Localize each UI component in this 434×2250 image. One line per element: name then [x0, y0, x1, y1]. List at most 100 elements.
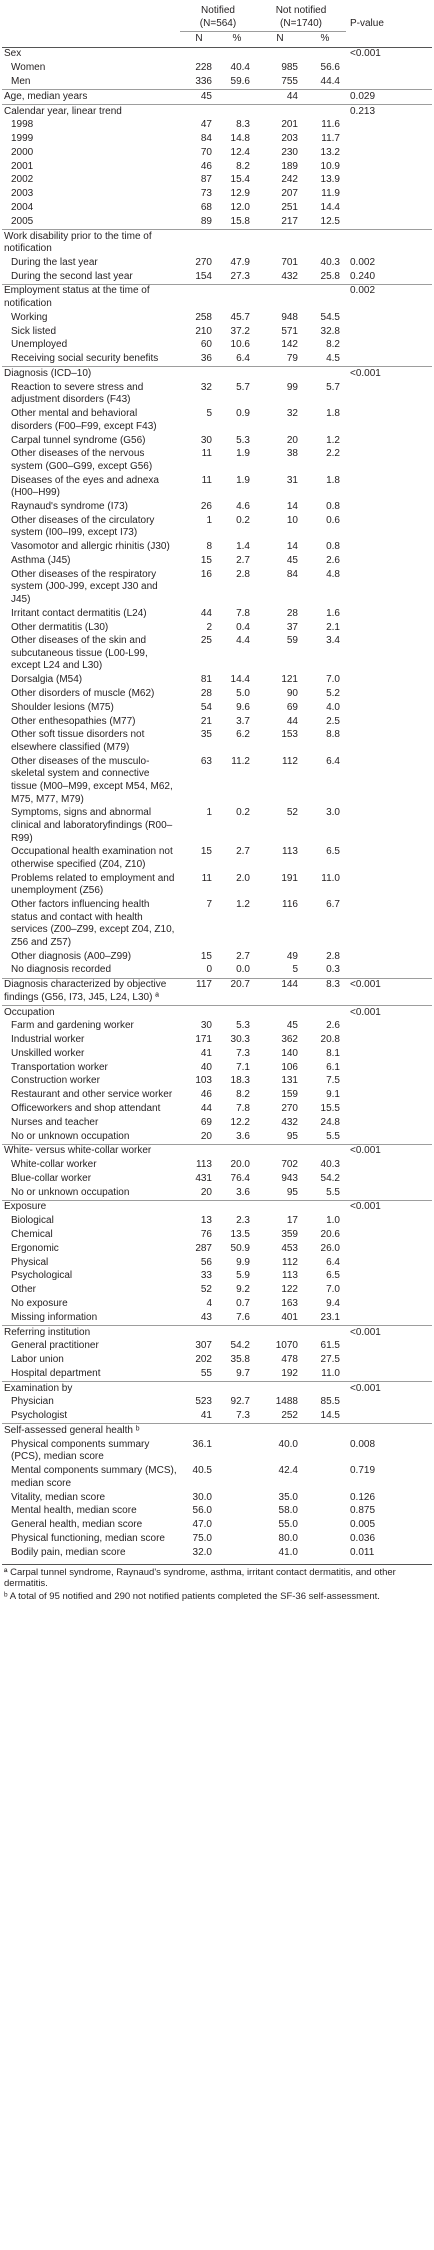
p-value: [346, 1215, 432, 1229]
pct-not-notified: 14.4: [320, 201, 340, 213]
row-label: Industrial worker: [11, 1034, 85, 1046]
row-label: No or unknown occupation: [11, 1186, 130, 1198]
p-value: [346, 1089, 432, 1103]
n-notified: 45: [180, 89, 218, 105]
row-label: Asthma (J45): [11, 554, 71, 566]
pct-notified: 2.0: [236, 872, 250, 884]
row-label: Other disorders of muscle (M62): [11, 688, 155, 700]
footnotes: ª Carpal tunnel syndrome, Raynaud's synd…: [2, 1563, 432, 1603]
pct-not-notified: 9.4: [326, 1297, 340, 1309]
item-row: During the second last year 154 27.3 432 25.…: [2, 270, 432, 284]
n-notified: 68: [200, 201, 212, 213]
item-row: Other disorders of muscle (M62) 28 5.0 90 5.…: [2, 687, 432, 701]
pct-not-notified: 40.3: [320, 1159, 340, 1171]
pct-not-notified: 8.8: [326, 729, 340, 741]
n-not-notified: 42.4: [278, 1465, 298, 1477]
row-label: Sick listed: [11, 325, 57, 337]
n-notified: [180, 228, 218, 257]
p-value: [346, 715, 432, 729]
pct-not-notified: [304, 1438, 346, 1464]
p-value: [346, 1311, 432, 1325]
pct-not-notified: 15.5: [320, 1103, 340, 1114]
p-value: [346, 674, 432, 688]
n-notified: 44: [200, 607, 212, 619]
p-value: 0.213: [346, 103, 432, 119]
n-notified: 25: [200, 635, 212, 647]
pct-notified: [218, 46, 256, 62]
pct-notified: 1.9: [236, 448, 250, 460]
pct-notified: 11.2: [231, 755, 250, 767]
row-label: During the last year: [11, 256, 98, 268]
n-not-notified: 20: [286, 434, 298, 446]
pct-notified: [218, 1491, 256, 1505]
item-row: Chemical 76 13.5 359 20.6: [2, 1228, 432, 1242]
section-row: Diagnosis (ICD–10) <0.001: [2, 366, 432, 382]
n-not-notified: 359: [281, 1229, 298, 1241]
p-value: [346, 188, 432, 202]
pct-notified: 0.2: [236, 807, 250, 819]
header-n: N: [256, 31, 304, 48]
n-not-notified: 122: [281, 1284, 298, 1296]
n-not-notified: 230: [281, 146, 298, 158]
pct-not-notified: 40.3: [320, 256, 340, 268]
pct-notified: 40.4: [230, 62, 250, 74]
pct-notified: 15.4: [230, 174, 250, 186]
n-not-notified: 116: [282, 899, 298, 911]
pct-not-notified: 13.9: [320, 174, 340, 186]
item-row: Physician 523 92.7 1488 85.5: [2, 1396, 432, 1410]
p-value: [346, 1159, 432, 1173]
n-not-notified: 113: [282, 846, 298, 858]
p-value: [346, 621, 432, 635]
p-value: [346, 1396, 432, 1410]
pct-notified: 9.9: [236, 1256, 250, 1268]
row-label: Other diagnosis (A00–Z99): [11, 950, 132, 962]
n-notified: [180, 1324, 218, 1340]
pct-notified: 13.5: [230, 1229, 250, 1241]
row-label: 1998: [11, 119, 34, 131]
row-label: Other diseases of the nervous system (G0…: [11, 448, 153, 472]
pct-not-notified: 4.5: [326, 353, 340, 365]
n-notified: 47.0: [192, 1519, 212, 1531]
item-row: Asthma (J45) 15 2.7 45 2.6: [2, 554, 432, 568]
pct-notified: 2.3: [236, 1215, 250, 1227]
header-pct: %: [304, 31, 346, 48]
pct-notified: 50.9: [230, 1242, 250, 1254]
n-not-notified: [256, 103, 304, 119]
n-notified: 26: [200, 501, 212, 513]
pct-not-notified: 2.6: [326, 554, 340, 566]
pct-notified: 8.2: [236, 1089, 250, 1101]
section-row: Examination by <0.001: [2, 1381, 432, 1396]
n-not-notified: 45: [286, 554, 298, 566]
pct-notified: 4.6: [236, 501, 250, 513]
pct-notified: 1.2: [236, 899, 250, 911]
row-label: 2002: [11, 174, 34, 186]
pct-not-notified: 7.0: [326, 674, 340, 686]
n-notified: 69: [200, 1116, 212, 1128]
n-not-notified: 58.0: [278, 1505, 298, 1517]
row-label: Other factors influencing health status …: [11, 899, 175, 948]
pct-notified: 8.2: [236, 160, 250, 172]
p-value: [346, 964, 432, 978]
row-label: No diagnosis recorded: [11, 964, 112, 976]
section-row: Diagnosis characterized by objective fin…: [2, 977, 432, 1006]
pct-notified: [218, 283, 256, 312]
pct-notified: [218, 1532, 256, 1546]
n-notified: 113: [196, 1159, 212, 1171]
pct-not-notified: 23.1: [320, 1311, 340, 1323]
p-value: [346, 174, 432, 188]
n-notified: 46: [200, 1089, 212, 1101]
pct-notified: 54.2: [230, 1340, 250, 1352]
section-row: White- versus white-collar worker <0.001: [2, 1143, 432, 1159]
n-not-notified: 69: [286, 701, 298, 713]
p-value: [346, 1061, 432, 1075]
section-row: Exposure <0.001: [2, 1199, 432, 1215]
row-label: Examination by: [2, 1381, 180, 1396]
pct-not-notified: 3.4: [326, 635, 340, 647]
n-notified: 4: [206, 1297, 212, 1309]
n-notified: 32.0: [192, 1546, 212, 1558]
pct-notified: 7.8: [236, 607, 250, 619]
pct-notified: 35.8: [230, 1354, 250, 1366]
n-not-notified: 203: [281, 133, 298, 145]
n-not-notified: 270: [281, 1103, 298, 1114]
n-not-notified: 112: [282, 755, 298, 767]
